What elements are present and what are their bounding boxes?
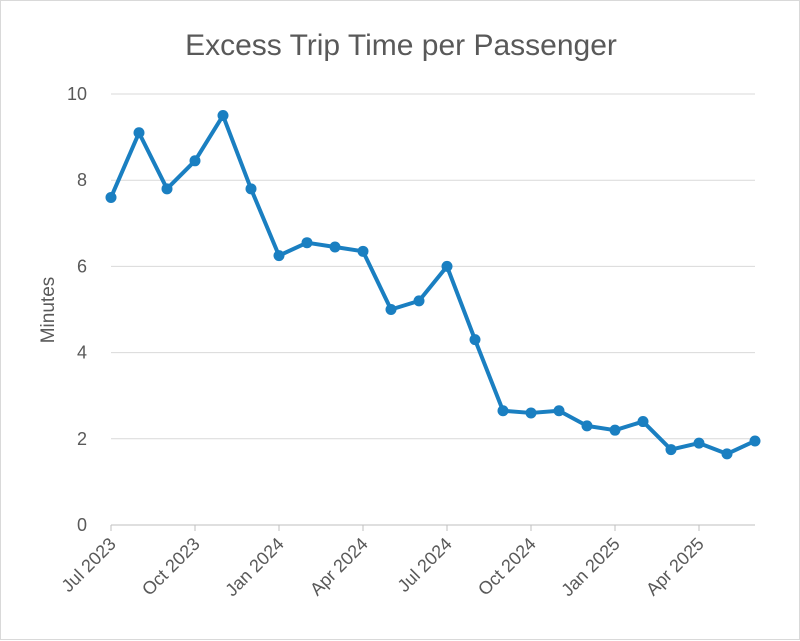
x-tick-label: Jul 2023 xyxy=(58,534,120,596)
data-point xyxy=(133,127,145,139)
data-point xyxy=(301,237,313,249)
x-tick-label: Jul 2024 xyxy=(394,534,456,596)
series-layer xyxy=(105,110,761,460)
y-axis-label: Minutes xyxy=(38,277,59,344)
data-point xyxy=(273,250,285,262)
data-point xyxy=(161,183,173,195)
data-point xyxy=(581,420,593,432)
data-point xyxy=(105,191,117,203)
y-tick-label: 0 xyxy=(77,515,87,535)
x-tick-label: Apr 2025 xyxy=(642,534,708,600)
data-point xyxy=(329,241,341,253)
x-tick-label: Jan 2024 xyxy=(221,534,288,601)
gridlines xyxy=(111,93,755,526)
data-point xyxy=(553,405,565,417)
data-point xyxy=(665,444,677,456)
y-tick-label: 8 xyxy=(77,170,87,190)
x-tick-labels: Jul 2023 Oct 2023 Jan 2024 Apr 2024 Jul 2024… xyxy=(58,525,708,600)
data-point xyxy=(441,260,453,272)
series-line xyxy=(109,113,757,456)
x-tick-label: Jan 2025 xyxy=(557,534,624,601)
y-tick-labels: 0 2 4 6 8 10 xyxy=(67,84,87,535)
x-tick-label: Apr 2024 xyxy=(306,534,372,600)
data-point xyxy=(413,295,425,307)
data-point xyxy=(189,155,201,167)
x-tick-label: Oct 2024 xyxy=(474,534,540,600)
y-tick-label: 6 xyxy=(77,256,87,276)
y-tick-label: 4 xyxy=(77,343,87,363)
data-point xyxy=(693,437,705,449)
data-point xyxy=(469,334,481,346)
data-point xyxy=(385,304,397,315)
data-point xyxy=(217,110,229,122)
data-point xyxy=(721,448,733,460)
data-point xyxy=(357,245,369,257)
data-point xyxy=(637,416,649,428)
y-tick-label: 10 xyxy=(67,84,87,104)
data-point xyxy=(245,183,257,195)
data-point xyxy=(497,405,509,417)
y-tick-label: 2 xyxy=(77,429,87,449)
chart-title: Excess Trip Time per Passenger xyxy=(185,29,617,62)
x-tick-label: Oct 2023 xyxy=(138,534,204,600)
data-point xyxy=(749,435,761,447)
data-point xyxy=(525,407,537,419)
data-point xyxy=(609,424,621,436)
